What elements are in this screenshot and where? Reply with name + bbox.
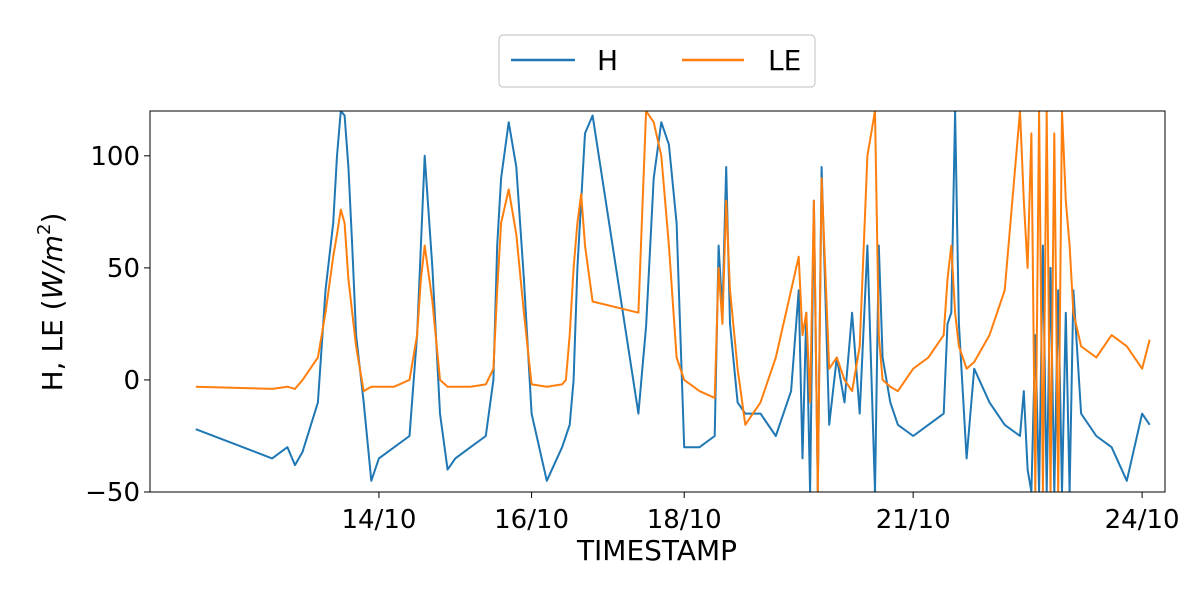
legend-box — [498, 34, 816, 88]
y-axis-label-unit: W/m — [36, 235, 69, 299]
y-tick-label: 50 — [107, 254, 140, 284]
x-tick-label: 21/10 — [876, 505, 951, 535]
y-tick-label: 100 — [90, 142, 140, 172]
legend-label-h: H — [597, 44, 618, 77]
series-line-le — [195, 111, 1151, 492]
x-tick-label: 24/10 — [1105, 505, 1180, 535]
series-layer — [195, 111, 1151, 492]
x-tick-label: 16/10 — [494, 505, 569, 535]
x-axis: 14/10 16/10 18/10 21/10 24/10 — [341, 492, 1180, 535]
legend-label-le: LE — [768, 44, 801, 77]
y-axis-label-main: H, LE ( — [36, 299, 69, 391]
y-axis-label: H, LE (W/m2) — [34, 213, 69, 392]
x-tick-label: 14/10 — [341, 505, 416, 535]
y-axis-label-close: ) — [36, 213, 69, 224]
legend: H LE — [498, 34, 816, 88]
plot-frame — [149, 110, 1166, 493]
x-axis-label: TIMESTAMP — [576, 534, 737, 567]
y-axis: −50 0 50 100 — [85, 142, 150, 508]
y-axis-label-exp: 2 — [34, 224, 55, 235]
y-tick-label: −50 — [85, 478, 140, 508]
y-tick-label: 0 — [123, 366, 140, 396]
x-tick-label: 18/10 — [647, 505, 722, 535]
